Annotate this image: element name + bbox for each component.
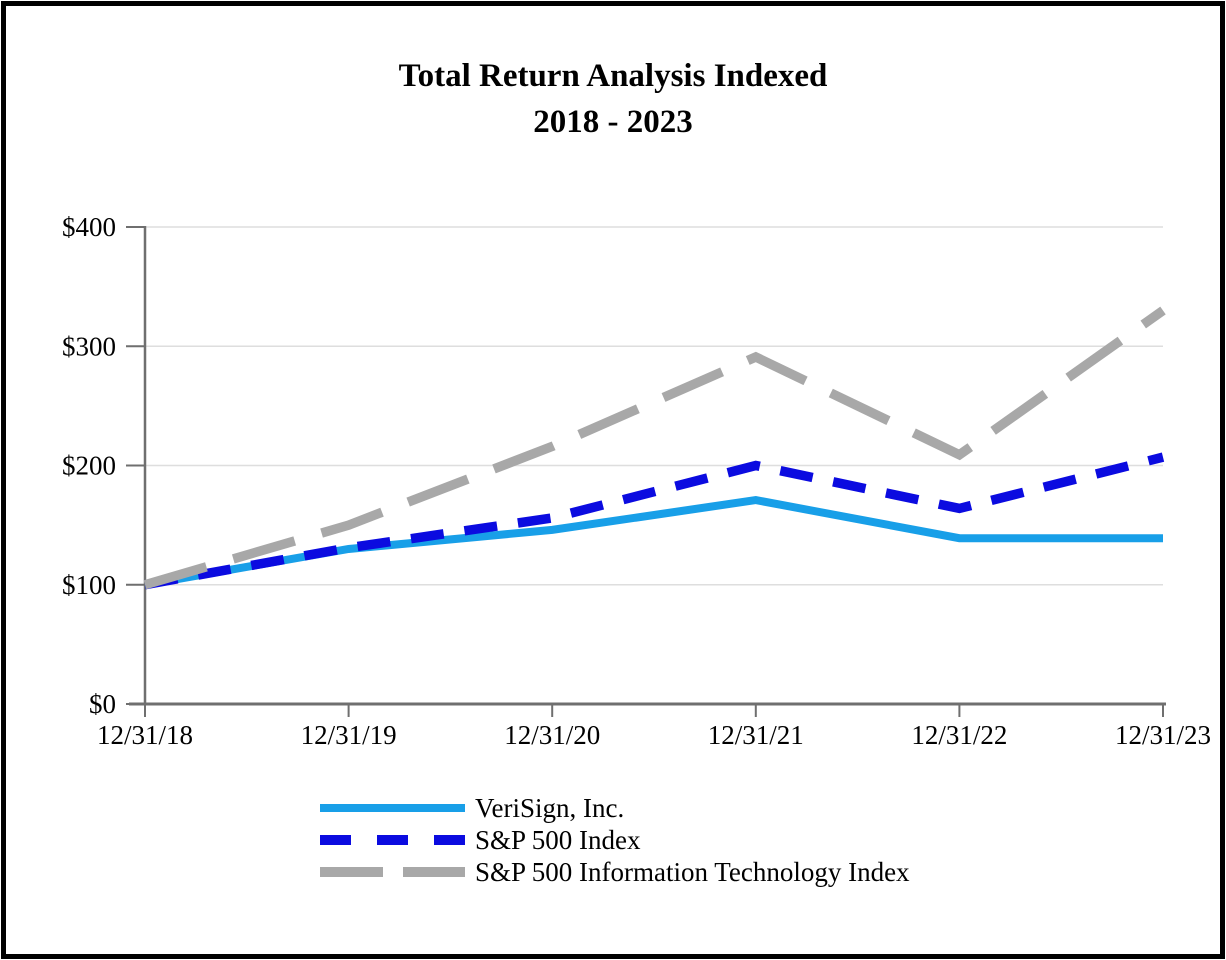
y-tick-label: $0: [89, 689, 116, 719]
legend-item: S&P 500 Information Technology Index: [320, 856, 910, 888]
chart-legend: VeriSign, Inc. S&P 500 Index S&P 500 Infor…: [320, 792, 910, 888]
legend-item: S&P 500 Index: [320, 824, 910, 856]
legend-label: VeriSign, Inc.: [475, 792, 625, 823]
legend-line-swatch: [320, 867, 465, 877]
series-line-0: [144, 496, 1163, 589]
legend-line-swatch: [320, 804, 465, 812]
chart-title: Total Return Analysis Indexed: [398, 58, 828, 94]
x-tick-label: 12/31/22: [911, 720, 1007, 750]
y-tick-label: $400: [62, 212, 116, 242]
x-tick-label: 12/31/23: [1115, 720, 1211, 750]
y-tick-label: $300: [62, 331, 116, 361]
chart-subtitle: 2018 - 2023: [533, 104, 693, 140]
series-line-2: [143, 306, 1166, 590]
x-tick-label: 12/31/21: [708, 720, 804, 750]
legend-label: S&P 500 Information Technology Index: [475, 856, 910, 887]
y-tick-label: $100: [62, 570, 116, 600]
legend-label: S&P 500 Index: [475, 824, 641, 855]
series-line-1: [144, 452, 1165, 590]
x-tick-label: 12/31/20: [504, 720, 600, 750]
legend-item: VeriSign, Inc.: [320, 792, 910, 824]
x-tick-label: 12/31/18: [97, 720, 193, 750]
x-tick-label: 12/31/19: [301, 720, 397, 750]
y-tick-label: $200: [62, 451, 116, 481]
legend-line-swatch: [320, 835, 465, 845]
